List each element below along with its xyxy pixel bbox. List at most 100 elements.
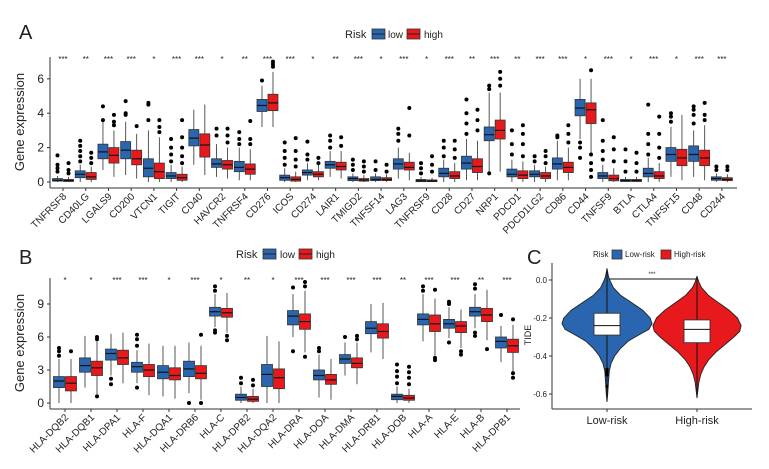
outlier-point: [239, 375, 243, 380]
ylabel-b: Gene expression: [12, 294, 27, 392]
outlier-point: [248, 142, 253, 147]
outlier-point: [691, 107, 696, 112]
outlier-point: [180, 161, 185, 166]
outlier-point: [89, 161, 94, 166]
outlier-point: [237, 137, 242, 141]
significance-label: ***: [172, 55, 181, 64]
significance-label: ***: [126, 55, 135, 64]
outlier-point: [282, 162, 287, 167]
panel-label-c: C: [527, 247, 541, 269]
outlier-point: [239, 381, 243, 386]
significance-label: *: [89, 276, 92, 285]
outlier-point: [89, 150, 94, 155]
outlier-point: [668, 119, 673, 124]
outlier-point: [180, 135, 185, 140]
outlier-point: [668, 114, 673, 119]
outlier-point: [473, 282, 477, 287]
outlier-point: [623, 159, 628, 164]
box-high: [85, 172, 97, 180]
legend-a-low-key: [371, 28, 386, 40]
outlier-point: [282, 155, 287, 160]
significance-label: **: [514, 55, 520, 64]
outlier-point: [600, 157, 605, 162]
outlier-point: [135, 337, 139, 342]
outlier-point: [520, 123, 525, 128]
box: [593, 312, 621, 336]
significance-label: **: [333, 55, 339, 64]
significance-label: ***: [104, 55, 113, 64]
violin-group-high-risk: High-risk: [652, 275, 742, 427]
outlier-point: [396, 126, 401, 131]
significance-label: **: [242, 55, 248, 64]
x-tick-label: CD274: [289, 191, 319, 221]
y-tick-label: -0.6: [533, 390, 547, 399]
outlier-point: [111, 119, 116, 124]
outlier-point: [520, 142, 525, 147]
significance-label: **: [400, 276, 406, 285]
outlier-point: [475, 118, 480, 123]
outlier-point: [407, 382, 411, 387]
significance-label: **: [244, 276, 250, 285]
y-tick-label: -0.4: [533, 352, 547, 361]
outlier-point: [55, 153, 60, 158]
legend-c-high-label: High-risk: [674, 250, 707, 259]
gene-group-hla-dqb2: *HLA-DQB2: [28, 276, 77, 455]
outlier-point: [316, 155, 321, 160]
outlier-point: [430, 162, 435, 167]
significance-label: **: [478, 276, 484, 285]
outlier-point: [459, 349, 463, 354]
outlier-point: [430, 154, 435, 159]
outlier-point: [646, 152, 651, 157]
outlier-point: [89, 155, 94, 160]
outlier-point: [657, 145, 662, 150]
outlier-point: [57, 346, 61, 350]
outlier-point: [407, 364, 411, 369]
legend-b-high-key: [298, 248, 313, 260]
outlier-point: [199, 401, 203, 405]
outlier-point: [509, 142, 514, 147]
outlier-point: [452, 147, 457, 152]
gene-group-hla-e: *** HLA-E: [433, 276, 467, 441]
outlier-point: [259, 78, 264, 83]
panel-label-a: A: [19, 22, 33, 44]
outlier-point: [611, 147, 616, 152]
gene-group-cd27: ** CD27: [452, 55, 483, 217]
y-tick-label: 3: [37, 363, 44, 377]
outlier-point: [66, 167, 71, 172]
outlier-point: [419, 171, 424, 176]
outlier-point: [520, 154, 525, 159]
outlier-point: [135, 343, 139, 348]
outlier-point: [499, 313, 503, 317]
outlier-point: [725, 164, 730, 169]
box-high: [273, 368, 285, 390]
outlier-point: [657, 155, 662, 160]
outlier-point: [543, 161, 548, 166]
box-low: [261, 364, 273, 387]
outlier-point: [350, 157, 355, 162]
outlier-point: [109, 382, 113, 387]
outlier-point: [657, 131, 662, 136]
box-low: [370, 176, 381, 182]
outlier-point: [123, 111, 128, 116]
outlier-point: [430, 169, 435, 174]
outlier-point: [291, 285, 295, 290]
significance-label: ***: [604, 55, 613, 64]
outlier-point: [578, 145, 583, 150]
outlier-point: [248, 118, 253, 123]
outlier-point: [316, 161, 321, 166]
significance-label: ***: [138, 276, 147, 285]
outlier-point: [511, 317, 515, 322]
outlier-point: [350, 162, 355, 167]
outlier-point: [421, 284, 425, 289]
y-tick-label: 6: [37, 330, 44, 344]
outlier-point: [225, 133, 230, 138]
boxplot-panel-a: 0246***TNFRSF8**CD40LG***LGALS9***CD200*…: [30, 55, 737, 236]
outlier-point: [169, 152, 174, 157]
x-tick-label: CD244: [698, 191, 728, 221]
outlier-point: [251, 383, 255, 388]
outlier-point: [600, 149, 605, 154]
legend-c-high-key: [660, 249, 672, 260]
outlier-point: [57, 353, 61, 358]
outlier-point: [600, 138, 605, 143]
outlier-point: [303, 280, 307, 284]
